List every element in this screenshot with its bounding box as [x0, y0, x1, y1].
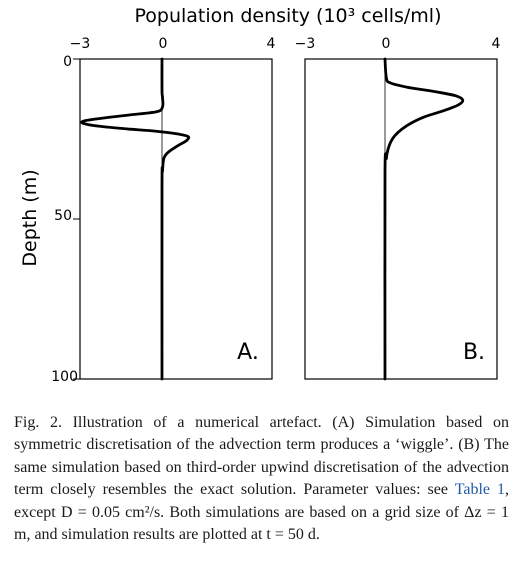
y-tick-label-0: 0 [63, 54, 72, 70]
panel-b-frame [304, 58, 498, 380]
panel-a-x-tick-label-0: 0 [159, 36, 168, 52]
panel-a-label: A. [237, 340, 259, 365]
figure: Population density (10³ cells/ml) Depth … [19, 5, 501, 385]
x-axis-title: Population density (10³ cells/ml) [134, 5, 441, 27]
y-tick-label-100: 100 [51, 369, 78, 385]
panel-a-x-tick-label-4: 4 [267, 36, 276, 52]
caption-text-1: Fig. 2. Illustration of a numerical arte… [14, 414, 509, 499]
panel-a-frame [79, 58, 273, 380]
panel-b-series-line [383, 57, 465, 381]
panel-a-x-tick-label-neg3: −3 [70, 36, 91, 52]
y-axis-title: Depth (m) [19, 169, 41, 266]
panel-a: −3 0 4 A. [70, 36, 276, 381]
panel-b-x-tick-label-0: 0 [382, 36, 391, 52]
table-1-link[interactable]: Table 1 [454, 481, 505, 499]
y-tick-label-50: 50 [54, 208, 72, 224]
caption-text-2: , except D = 0.05 cm²/s. Both simulation… [14, 481, 509, 544]
panel-b-label: B. [463, 340, 485, 365]
panel-b: −3 0 4 B. [295, 36, 501, 381]
panel-a-series-line [80, 57, 191, 381]
panel-b-x-tick-label-4: 4 [492, 36, 501, 52]
figure-caption: Fig. 2. Illustration of a numerical arte… [14, 412, 509, 546]
panel-b-x-tick-label-neg3: −3 [295, 36, 316, 52]
